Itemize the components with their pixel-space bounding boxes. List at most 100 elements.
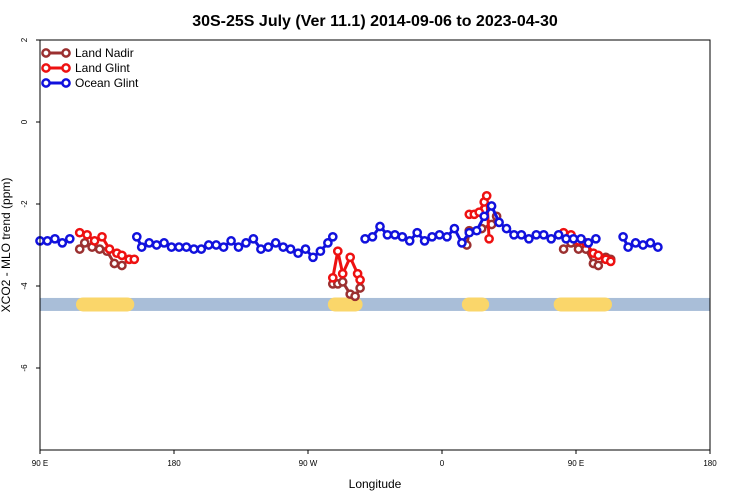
- y-tick-label: 0: [20, 119, 29, 124]
- data-point: [382, 229, 393, 240]
- data-point: [300, 244, 311, 254]
- data-point: [285, 244, 296, 254]
- data-point: [151, 240, 162, 250]
- y-axis-label: XCO2 - MLO trend (ppm): [0, 178, 13, 313]
- data-point: [484, 233, 494, 244]
- data-point: [337, 277, 348, 287]
- data-point: [332, 246, 343, 257]
- data-point: [494, 217, 504, 228]
- data-point: [57, 238, 68, 248]
- data-point: [117, 250, 127, 261]
- legend-marker: [41, 78, 51, 88]
- data-point: [645, 238, 656, 248]
- data-point: [94, 244, 105, 254]
- series-layer: [35, 190, 663, 302]
- data-point: [82, 229, 92, 240]
- data-point: [50, 233, 60, 244]
- data-point: [226, 236, 236, 246]
- x-tick-label: 180: [703, 459, 717, 468]
- data-point: [360, 233, 370, 244]
- land-segment-0: [75, 297, 135, 312]
- data-point: [404, 236, 415, 246]
- data-point: [74, 227, 85, 238]
- x-tick-label: 90 E: [568, 459, 584, 468]
- x-tick-label: 180: [167, 459, 181, 468]
- y-tick-label: -2: [20, 200, 29, 208]
- coverage-band: [40, 297, 710, 312]
- series-1: [74, 190, 616, 285]
- y-tick-label: -4: [20, 282, 29, 290]
- data-point: [337, 268, 348, 279]
- data-point: [442, 231, 452, 242]
- data-point: [583, 238, 594, 248]
- data-point: [233, 242, 244, 252]
- plot-frame: [39, 39, 711, 451]
- data-point: [308, 252, 318, 263]
- data-point: [74, 244, 85, 254]
- data-point: [104, 244, 115, 254]
- data-point: [97, 231, 107, 242]
- data-point: [203, 240, 214, 250]
- legend-entry-1: Land Glint: [41, 61, 130, 75]
- data-point: [367, 231, 378, 242]
- legend-marker: [41, 48, 51, 58]
- data-point: [471, 225, 482, 236]
- data-point: [327, 272, 338, 283]
- data-point: [419, 236, 430, 246]
- data-point: [131, 231, 142, 242]
- data-point: [457, 238, 467, 248]
- data-point: [144, 238, 155, 248]
- data-point: [449, 223, 460, 234]
- legend-marker: [61, 63, 71, 73]
- data-point: [638, 240, 648, 250]
- data-point: [546, 233, 557, 244]
- data-point: [355, 283, 365, 293]
- data-point: [434, 229, 445, 240]
- x-tick-label: 0: [440, 459, 445, 468]
- data-point: [270, 238, 281, 248]
- data-point: [323, 238, 333, 248]
- legend-label: Ocean Glint: [75, 76, 139, 90]
- series-0: [74, 211, 616, 302]
- data-point: [653, 242, 663, 252]
- legend-label: Land Nadir: [75, 46, 134, 60]
- data-point: [129, 254, 140, 265]
- y-tick-label: 2: [20, 37, 29, 42]
- data-point: [509, 229, 519, 240]
- legend-marker: [41, 63, 51, 73]
- data-point: [427, 231, 437, 242]
- data-point: [464, 227, 475, 238]
- data-point: [278, 242, 289, 252]
- data-point: [211, 240, 222, 250]
- chart-title: 30S-25S July (Ver 11.1) 2014-09-06 to 20…: [192, 13, 558, 30]
- legend-entry-2: Ocean Glint: [41, 76, 139, 90]
- data-point: [196, 244, 207, 254]
- data-point: [189, 244, 199, 254]
- data-point: [355, 275, 365, 285]
- ocean-band: [40, 297, 710, 311]
- data-point: [623, 242, 633, 252]
- land-segment-2: [461, 297, 490, 312]
- data-point: [605, 256, 616, 267]
- data-point: [593, 250, 604, 261]
- data-point: [136, 242, 147, 252]
- data-point: [553, 229, 564, 240]
- data-point: [479, 211, 490, 222]
- data-point: [263, 242, 274, 252]
- data-point: [561, 233, 571, 244]
- data-point: [293, 248, 303, 259]
- data-point: [315, 246, 326, 257]
- legend-marker: [61, 78, 71, 88]
- data-point: [390, 229, 400, 240]
- series-2: [35, 201, 663, 263]
- data-point: [531, 229, 542, 240]
- legend-entry-0: Land Nadir: [41, 46, 134, 60]
- data-point: [79, 238, 90, 248]
- data-point: [181, 242, 192, 252]
- data-point: [558, 244, 569, 254]
- data-point: [174, 242, 184, 252]
- x-tick-label: 90 E: [32, 459, 48, 468]
- data-point: [412, 227, 423, 238]
